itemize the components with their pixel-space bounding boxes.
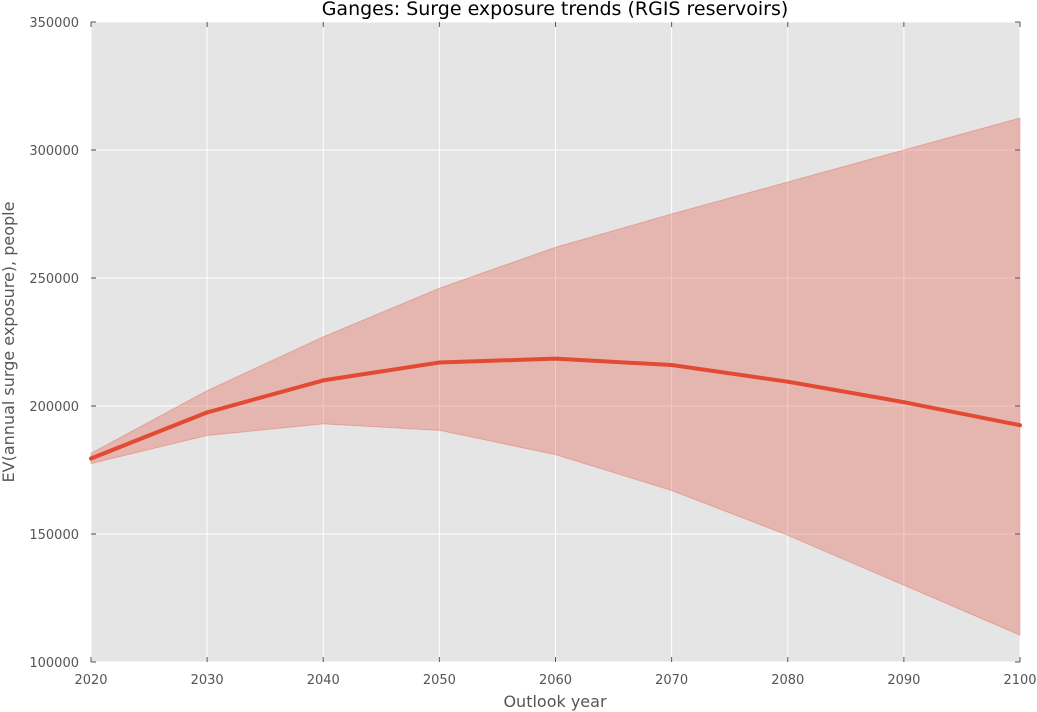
y-axis-title: EV(annual surge exposure), people [0, 202, 18, 483]
y-tick-label: 200000 [29, 400, 79, 415]
y-tick-label: 150000 [29, 528, 79, 543]
data-point [205, 410, 210, 415]
data-point [553, 356, 558, 361]
x-tick-label: 2060 [539, 673, 572, 688]
data-point [321, 378, 326, 383]
data-point [89, 456, 93, 461]
x-tick-label: 2030 [191, 673, 224, 688]
x-tick-label: 2070 [655, 673, 688, 688]
data-point [901, 400, 906, 405]
y-tick-label: 350000 [29, 16, 79, 31]
uncertainty-band [90, 117, 1021, 636]
y-tick-label: 250000 [29, 272, 79, 287]
x-tick-label: 2050 [423, 673, 456, 688]
axis-ticks [90, 21, 1021, 663]
chart-title: Ganges: Surge exposure trends (RGIS rese… [322, 0, 789, 20]
x-tick-label: 2040 [307, 673, 340, 688]
y-axis-tick-labels: 100000 150000 200000 250000 300000 350000 [29, 16, 79, 671]
x-tick-label: 2080 [771, 673, 804, 688]
y-tick-label: 100000 [29, 656, 79, 671]
data-point [437, 360, 442, 365]
x-tick-label: 2100 [1003, 673, 1036, 688]
x-axis-title: Outlook year [503, 692, 607, 711]
data-point [785, 379, 790, 384]
data-point [669, 363, 674, 368]
y-tick-label: 300000 [29, 144, 79, 159]
x-tick-label: 2090 [887, 673, 920, 688]
x-axis-tick-labels: 2020 2030 2040 2050 2060 2070 2080 2090 2100 [74, 673, 1036, 688]
x-tick-label: 2020 [74, 673, 107, 688]
data-point [1018, 423, 1022, 428]
